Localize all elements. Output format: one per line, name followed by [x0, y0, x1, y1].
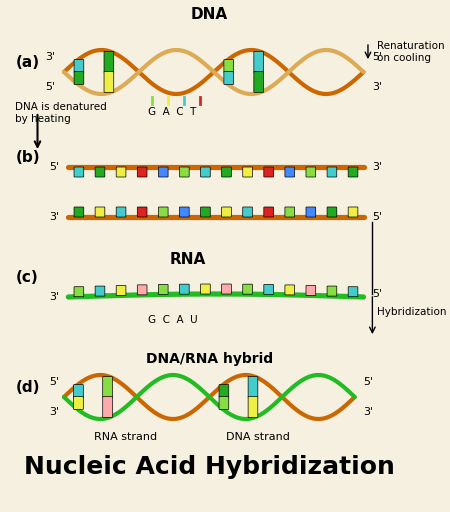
- FancyBboxPatch shape: [103, 377, 112, 397]
- Text: G  A  C  T: G A C T: [148, 107, 196, 117]
- Text: 3': 3': [50, 292, 59, 302]
- FancyBboxPatch shape: [137, 167, 147, 177]
- FancyBboxPatch shape: [74, 385, 83, 397]
- FancyBboxPatch shape: [224, 59, 234, 73]
- Text: 3': 3': [373, 162, 382, 172]
- Text: 3': 3': [50, 212, 59, 222]
- Text: G  C  A  U: G C A U: [148, 315, 197, 325]
- FancyBboxPatch shape: [158, 207, 168, 217]
- Text: Nucleic Acid Hybridization: Nucleic Acid Hybridization: [24, 455, 395, 479]
- FancyBboxPatch shape: [306, 207, 316, 217]
- FancyBboxPatch shape: [243, 167, 252, 177]
- FancyBboxPatch shape: [219, 385, 229, 397]
- FancyBboxPatch shape: [74, 59, 84, 73]
- FancyBboxPatch shape: [243, 284, 252, 294]
- FancyBboxPatch shape: [348, 167, 358, 177]
- Text: 5': 5': [50, 377, 59, 387]
- FancyBboxPatch shape: [74, 396, 83, 410]
- FancyBboxPatch shape: [201, 284, 210, 294]
- Text: 5': 5': [50, 162, 59, 172]
- FancyBboxPatch shape: [116, 167, 126, 177]
- FancyBboxPatch shape: [348, 287, 358, 297]
- Text: 3': 3': [50, 407, 59, 417]
- Text: (b): (b): [15, 150, 40, 165]
- Text: 5': 5': [373, 52, 382, 62]
- FancyBboxPatch shape: [327, 167, 337, 177]
- FancyBboxPatch shape: [104, 52, 114, 73]
- Text: 3': 3': [45, 52, 55, 62]
- Text: DNA: DNA: [191, 7, 228, 22]
- FancyBboxPatch shape: [248, 377, 258, 397]
- FancyBboxPatch shape: [103, 396, 112, 417]
- Text: (c): (c): [15, 270, 38, 285]
- Text: RNA strand: RNA strand: [94, 432, 157, 442]
- Text: DNA is denatured
by heating: DNA is denatured by heating: [15, 102, 107, 123]
- FancyBboxPatch shape: [254, 72, 264, 93]
- FancyBboxPatch shape: [264, 285, 274, 294]
- FancyBboxPatch shape: [158, 285, 168, 294]
- FancyBboxPatch shape: [219, 396, 229, 410]
- FancyBboxPatch shape: [222, 207, 231, 217]
- Text: DNA/RNA hybrid: DNA/RNA hybrid: [146, 352, 273, 366]
- FancyBboxPatch shape: [285, 207, 295, 217]
- FancyBboxPatch shape: [222, 167, 231, 177]
- FancyBboxPatch shape: [158, 167, 168, 177]
- FancyBboxPatch shape: [254, 52, 264, 73]
- FancyBboxPatch shape: [116, 207, 126, 217]
- FancyBboxPatch shape: [137, 285, 147, 295]
- FancyBboxPatch shape: [74, 207, 84, 217]
- FancyBboxPatch shape: [95, 167, 105, 177]
- FancyBboxPatch shape: [285, 285, 295, 295]
- Text: 5': 5': [364, 377, 374, 387]
- Text: 3': 3': [364, 407, 374, 417]
- FancyBboxPatch shape: [95, 286, 105, 296]
- Text: 5': 5': [373, 289, 382, 299]
- FancyBboxPatch shape: [222, 284, 231, 294]
- FancyBboxPatch shape: [74, 287, 84, 297]
- FancyBboxPatch shape: [243, 207, 252, 217]
- FancyBboxPatch shape: [74, 167, 84, 177]
- FancyBboxPatch shape: [137, 207, 147, 217]
- FancyBboxPatch shape: [180, 207, 189, 217]
- FancyBboxPatch shape: [327, 286, 337, 296]
- Text: Renaturation
on cooling: Renaturation on cooling: [377, 41, 445, 63]
- FancyBboxPatch shape: [95, 207, 105, 217]
- FancyBboxPatch shape: [248, 396, 258, 417]
- Text: 5': 5': [373, 212, 382, 222]
- Text: DNA strand: DNA strand: [226, 432, 290, 442]
- FancyBboxPatch shape: [116, 286, 126, 295]
- FancyBboxPatch shape: [327, 207, 337, 217]
- Text: 5': 5': [45, 82, 55, 92]
- FancyBboxPatch shape: [264, 167, 274, 177]
- FancyBboxPatch shape: [224, 72, 234, 84]
- FancyBboxPatch shape: [264, 207, 274, 217]
- FancyBboxPatch shape: [180, 167, 189, 177]
- FancyBboxPatch shape: [201, 167, 210, 177]
- FancyBboxPatch shape: [104, 72, 114, 93]
- Text: (d): (d): [15, 380, 40, 395]
- FancyBboxPatch shape: [74, 72, 84, 84]
- Text: RNA: RNA: [169, 252, 206, 267]
- Text: (a): (a): [15, 55, 40, 70]
- FancyBboxPatch shape: [285, 167, 295, 177]
- FancyBboxPatch shape: [348, 207, 358, 217]
- FancyBboxPatch shape: [201, 207, 210, 217]
- Text: Hybridization: Hybridization: [377, 307, 446, 317]
- Text: 3': 3': [373, 82, 382, 92]
- FancyBboxPatch shape: [306, 286, 316, 295]
- FancyBboxPatch shape: [306, 167, 316, 177]
- FancyBboxPatch shape: [180, 284, 189, 294]
